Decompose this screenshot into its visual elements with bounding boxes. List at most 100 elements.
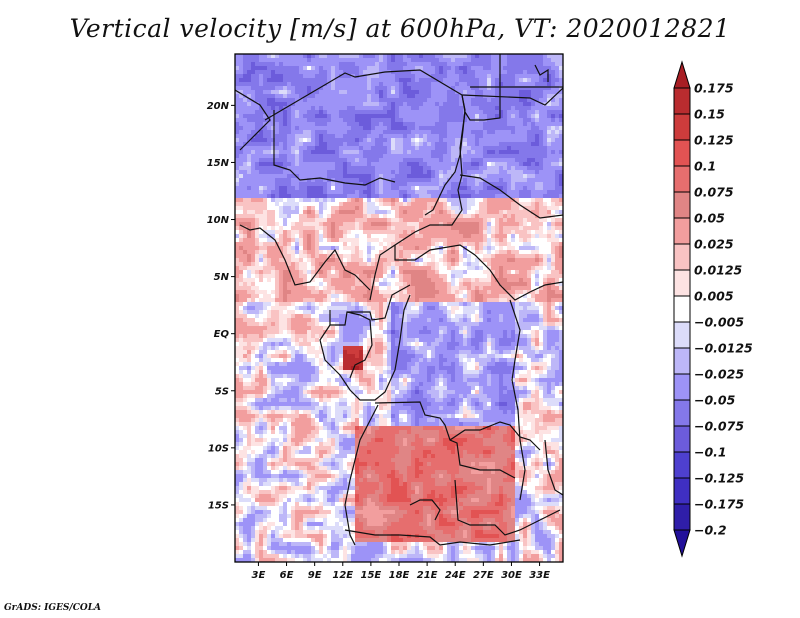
field-cell: [547, 218, 551, 222]
field-cell: [427, 138, 431, 142]
field-cell: [339, 174, 343, 178]
field-cell: [287, 146, 291, 150]
field-cell: [267, 94, 271, 98]
field-cell: [343, 182, 347, 186]
field-cell: [367, 226, 371, 230]
field-cell: [443, 234, 447, 238]
field-cell: [379, 114, 383, 118]
field-cell: [251, 258, 255, 262]
field-cell: [543, 234, 547, 238]
field-cell: [539, 274, 543, 278]
field-cell: [507, 294, 511, 298]
field-cell: [475, 214, 479, 218]
field-cell: [319, 66, 323, 70]
field-cell: [367, 82, 371, 86]
field-cell: [355, 90, 359, 94]
field-cell: [379, 142, 383, 146]
field-cell: [523, 122, 527, 126]
field-cell: [471, 238, 475, 242]
field-cell: [559, 54, 563, 58]
field-cell: [523, 114, 527, 118]
field-cell: [503, 294, 507, 298]
field-cell: [303, 190, 307, 194]
field-cell: [343, 194, 347, 198]
field-cell: [499, 246, 503, 250]
field-cell: [555, 286, 559, 290]
field-cell: [515, 158, 519, 162]
field-cell: [287, 66, 291, 70]
field-cell: [279, 86, 283, 90]
field-cell: [447, 190, 451, 194]
field-cell: [519, 190, 523, 194]
field-cell: [387, 110, 391, 114]
field-cell: [275, 194, 279, 198]
field-cell: [239, 282, 243, 286]
field-cell: [287, 182, 291, 186]
field-cell: [307, 66, 311, 70]
field-cell: [531, 154, 535, 158]
field-cell: [507, 198, 511, 202]
field-cell: [547, 146, 551, 150]
field-cell: [419, 278, 423, 282]
field-cell: [431, 262, 435, 266]
field-cell: [251, 278, 255, 282]
field-cell: [363, 158, 367, 162]
field-cell: [531, 250, 535, 254]
field-cell: [303, 154, 307, 158]
field-cell: [483, 106, 487, 110]
field-cell: [515, 58, 519, 62]
field-cell: [519, 282, 523, 286]
field-cell: [287, 282, 291, 286]
field-cell: [519, 138, 523, 142]
field-cell: [411, 158, 415, 162]
field-cell: [327, 206, 331, 210]
field-cell: [303, 210, 307, 214]
field-cell: [275, 206, 279, 210]
field-cell: [547, 266, 551, 270]
field-cell: [335, 202, 339, 206]
field-cell: [295, 62, 299, 66]
field-cell: [531, 114, 535, 118]
field-cell: [391, 246, 395, 250]
field-cell: [515, 62, 519, 66]
field-cell: [375, 146, 379, 150]
field-cell: [447, 206, 451, 210]
field-cell: [391, 74, 395, 78]
field-cell: [495, 294, 499, 298]
field-cell: [427, 126, 431, 130]
field-cell: [483, 138, 487, 142]
field-cell: [467, 170, 471, 174]
field-cell: [303, 214, 307, 218]
field-cell: [395, 106, 399, 110]
field-cell: [259, 82, 263, 86]
field-cell: [403, 150, 407, 154]
field-cell: [459, 170, 463, 174]
field-cell: [371, 134, 375, 138]
field-cell: [255, 178, 259, 182]
field-cell: [295, 130, 299, 134]
field-cell: [267, 74, 271, 78]
field-cell: [307, 218, 311, 222]
field-cell: [519, 198, 523, 202]
field-cell: [315, 174, 319, 178]
field-cell: [291, 154, 295, 158]
field-cell: [491, 162, 495, 166]
field-cell: [275, 102, 279, 106]
field-cell: [283, 98, 287, 102]
field-cell: [339, 162, 343, 166]
field-cell: [367, 138, 371, 142]
field-cell: [383, 94, 387, 98]
field-cell: [423, 54, 427, 58]
field-cell: [279, 58, 283, 62]
field-cell: [371, 106, 375, 110]
field-cell: [495, 106, 499, 110]
field-cell: [367, 118, 371, 122]
field-cell: [479, 286, 483, 290]
field-cell: [275, 294, 279, 298]
field-cell: [503, 162, 507, 166]
field-cell: [391, 122, 395, 126]
field-cell: [407, 198, 411, 202]
field-cell: [535, 74, 539, 78]
field-cell: [339, 146, 343, 150]
field-cell: [363, 214, 367, 218]
